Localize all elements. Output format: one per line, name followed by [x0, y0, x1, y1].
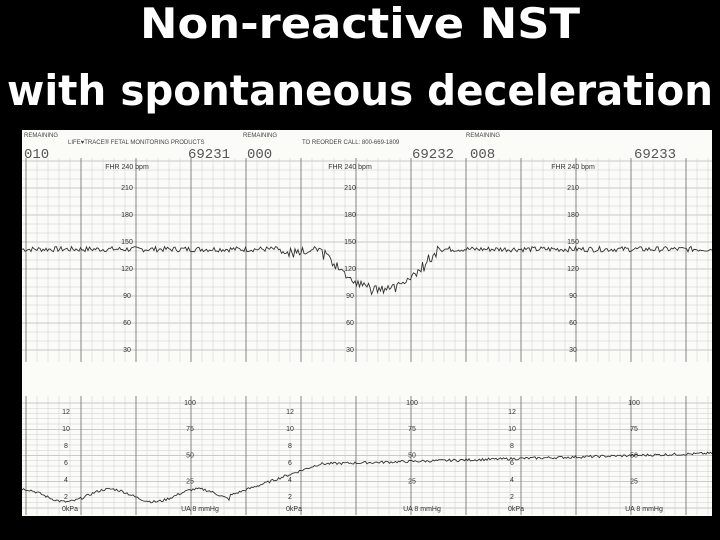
ua-label: UA 8 mmHg [181, 506, 219, 513]
fhr-scale: 30 [346, 347, 354, 354]
remaining-label: REMAINING [466, 133, 500, 139]
toco-scale: 25 [408, 479, 416, 486]
page-serial: 69232 [412, 147, 454, 163]
kpa-label: 0kPa [62, 506, 78, 513]
toco-scale: 75 [186, 426, 194, 433]
kpa-scale: 8 [288, 443, 292, 450]
fhr-scale: 90 [346, 293, 354, 300]
fhr-scale: 180 [121, 212, 133, 219]
fhr-scale: 150 [121, 239, 133, 246]
fhr-scale: 210 [344, 185, 356, 192]
kpa-scale: 4 [64, 477, 68, 484]
fhr-scale: 120 [567, 266, 579, 273]
title-line: Non-reactive NST [140, 0, 580, 48]
strip-gap [22, 362, 712, 396]
toco-scale: 25 [186, 479, 194, 486]
fhr-scale: 180 [344, 212, 356, 219]
kpa-scale: 10 [508, 426, 516, 433]
fhr-scale: 120 [344, 266, 356, 273]
kpa-scale: 6 [510, 460, 514, 467]
fhr-label: FHR 240 bpm [105, 164, 149, 171]
fhr-label: FHR 240 bpm [328, 164, 372, 171]
toco-scale: 100 [184, 400, 196, 407]
toco-scale: 25 [630, 479, 638, 486]
kpa-scale: 12 [286, 409, 294, 416]
page-counter: 010 [24, 147, 49, 163]
kpa-label: 0kPa [508, 506, 524, 513]
page-counter: 008 [470, 147, 495, 163]
kpa-scale: 10 [62, 426, 70, 433]
fhr-scale: 150 [567, 239, 579, 246]
fhr-scale: 60 [346, 320, 354, 327]
fhr-scale: 120 [121, 266, 133, 273]
reorder-text: TO REORDER CALL: 800-669-1809 [302, 140, 400, 146]
toco-scale: 50 [186, 452, 194, 459]
kpa-scale: 2 [288, 494, 292, 501]
page-serial: 69233 [634, 147, 676, 163]
ua-label: UA 8 mmHg [403, 506, 441, 513]
kpa-scale: 2 [64, 494, 68, 501]
fhr-scale: 30 [569, 347, 577, 354]
kpa-scale: 8 [64, 443, 68, 450]
kpa-scale: 4 [510, 477, 514, 484]
slide: Non-reactive NST with spontaneous decele… [0, 0, 720, 540]
kpa-scale: 12 [508, 409, 516, 416]
toco-scale: 50 [408, 452, 416, 459]
fhr-scale: 30 [123, 347, 131, 354]
kpa-scale: 12 [62, 409, 70, 416]
kpa-scale: 10 [286, 426, 294, 433]
remaining-label: REMAINING [24, 133, 58, 139]
kpa-scale: 4 [288, 477, 292, 484]
kpa-scale: 6 [64, 460, 68, 467]
kpa-scale: 6 [288, 460, 292, 467]
toco-scale: 75 [630, 426, 638, 433]
toco-scale: 100 [406, 400, 418, 407]
fhr-scale: 150 [344, 239, 356, 246]
fhr-scale: 210 [567, 185, 579, 192]
page-serial: 69231 [188, 147, 230, 163]
title-line: with spontaneous deceleration [7, 66, 713, 115]
ua-label: UA 8 mmHg [625, 506, 663, 513]
remaining-label: REMAINING [243, 133, 277, 139]
fhr-scale: 210 [121, 185, 133, 192]
fhr-scale: 90 [569, 293, 577, 300]
kpa-label: 0kPa [286, 506, 302, 513]
fhr-scale: 90 [123, 293, 131, 300]
kpa-scale: 8 [510, 443, 514, 450]
kpa-scale: 2 [510, 494, 514, 501]
brand: LIFE♥TRACE® FETAL MONITORING PRODUCTS [68, 139, 205, 146]
fhr-scale: 180 [567, 212, 579, 219]
toco-scale: 100 [628, 400, 640, 407]
toco-scale: 75 [408, 426, 416, 433]
fhr-label: FHR 240 bpm [551, 164, 595, 171]
page-counter: 000 [247, 147, 272, 163]
fhr-scale: 60 [123, 320, 131, 327]
fhr-scale: 60 [569, 320, 577, 327]
